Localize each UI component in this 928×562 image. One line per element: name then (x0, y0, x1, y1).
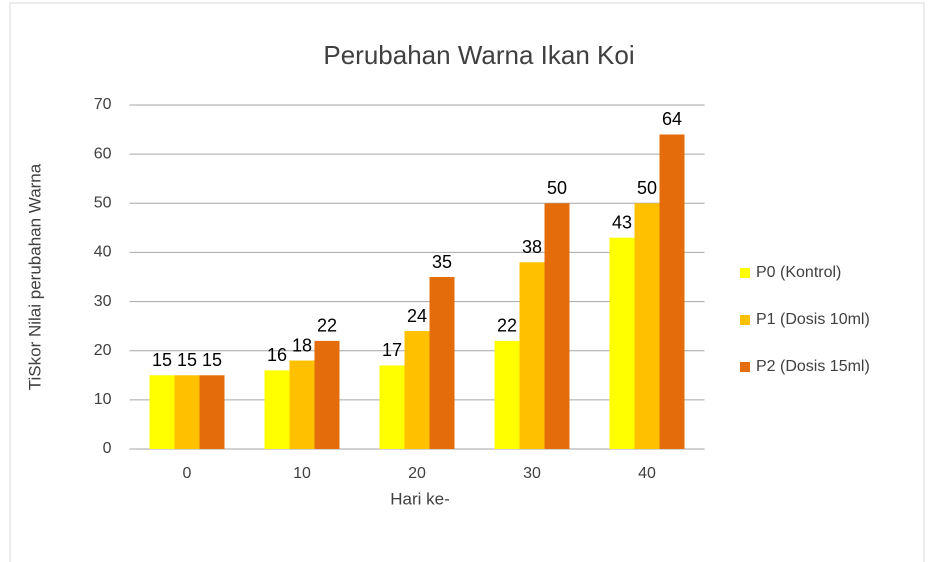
data-label: 15 (177, 350, 197, 370)
data-label: 24 (407, 306, 427, 326)
y-tick-label: 0 (103, 440, 112, 457)
legend-label: P1 (Dosis 10ml) (756, 311, 870, 328)
data-label: 50 (547, 178, 567, 198)
data-label: 15 (202, 350, 222, 370)
data-label: 22 (317, 316, 337, 336)
bar (314, 340, 340, 449)
x-tick-label: 20 (408, 465, 426, 482)
bar (199, 375, 225, 449)
legend-swatch (740, 268, 750, 278)
data-label: 22 (497, 316, 517, 336)
bar (174, 375, 200, 449)
data-label: 50 (637, 178, 657, 198)
legend-swatch (740, 362, 750, 372)
bar (149, 375, 175, 449)
data-label: 43 (612, 212, 632, 232)
x-tick-label: 0 (183, 465, 192, 482)
y-tick-label: 30 (94, 293, 112, 310)
y-tick-label: 10 (94, 391, 112, 408)
y-axis-label: TiSkor Nilai perubahan Warna (25, 163, 44, 390)
chart-frame (9, 2, 925, 562)
data-label: 35 (432, 252, 452, 272)
x-tick-label: 10 (293, 465, 311, 482)
legend-label: P2 (Dosis 15ml) (756, 358, 870, 375)
bar (429, 277, 455, 449)
bar (404, 331, 430, 449)
bar (544, 203, 570, 449)
bar (494, 340, 520, 449)
x-tick-label: 30 (523, 465, 541, 482)
bar (634, 203, 660, 449)
x-axis-label: Hari ke- (390, 489, 450, 508)
bar (659, 134, 685, 449)
data-label: 15 (152, 350, 172, 370)
legend-label: P0 (Kontrol) (756, 264, 841, 281)
bar (519, 262, 545, 449)
y-tick-label: 60 (94, 145, 112, 162)
y-tick-label: 70 (94, 96, 112, 113)
y-tick-label: 20 (94, 342, 112, 359)
y-tick-label: 50 (94, 195, 112, 212)
y-tick-label: 40 (94, 244, 112, 261)
data-label: 17 (382, 340, 402, 360)
bar (609, 237, 635, 449)
bar (264, 370, 290, 449)
chart-title: Perubahan Warna Ikan Koi (323, 40, 634, 70)
data-label: 64 (662, 109, 682, 129)
data-label: 16 (267, 345, 287, 365)
bar (289, 360, 315, 449)
data-label: 18 (292, 335, 312, 355)
data-label: 38 (522, 237, 542, 257)
x-tick-label: 40 (638, 465, 656, 482)
legend-swatch (740, 315, 750, 325)
bar (379, 365, 405, 449)
